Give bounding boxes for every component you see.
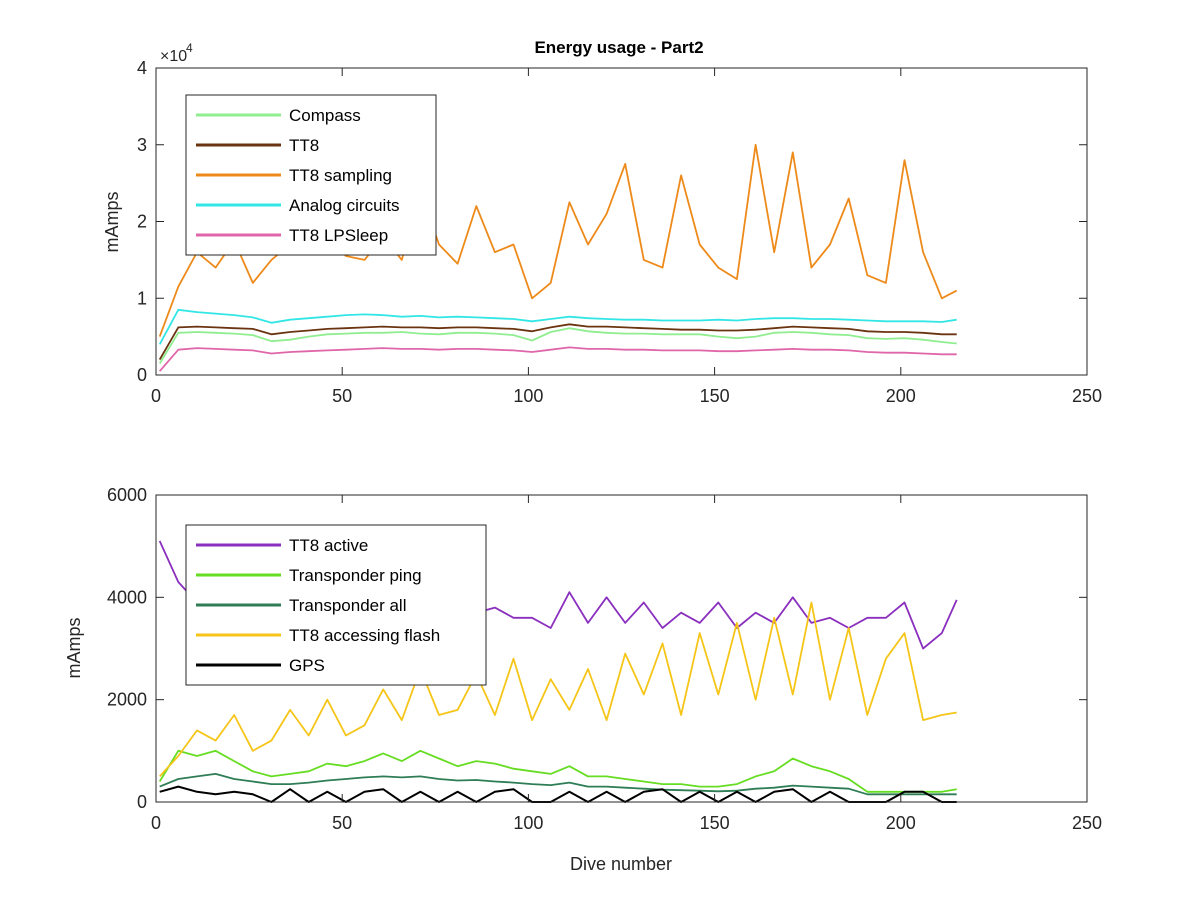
legend-label: TT8 accessing flash <box>289 626 440 645</box>
series-line-3 <box>159 601 957 778</box>
ticks-layer: 0 50 100 150 200 250 0 1 2 3 4 <box>137 58 1102 406</box>
x-tick-label: 250 <box>1072 813 1102 833</box>
legend-label: TT8 sampling <box>289 166 392 185</box>
ticks-layer: 0 50 100 150 200 250 0 2000 4000 6000 <box>107 485 1102 833</box>
legend-label: Transponder ping <box>289 566 422 585</box>
x-tick-label: 200 <box>886 386 916 406</box>
legend-label: Analog circuits <box>289 196 400 215</box>
legend-label: GPS <box>289 656 325 675</box>
legend: Compass TT8 TT8 sampling Analog circuits TT8… <box>185 94 437 256</box>
x-tick-label: 50 <box>332 386 352 406</box>
legend-label: TT8 active <box>289 536 368 555</box>
y-tick-label: 4000 <box>107 587 147 607</box>
legend-label: TT8 <box>289 136 319 155</box>
x-tick-label: 250 <box>1072 386 1102 406</box>
legend-label: TT8 LPSleep <box>289 226 388 245</box>
legend: TT8 active Transponder ping Transponder al… <box>185 524 487 686</box>
x-tick-label: 150 <box>700 813 730 833</box>
x-axis-label: Dive number <box>570 854 672 874</box>
y-tick-label: 0 <box>137 792 147 812</box>
y-axis-label: mAmps <box>102 191 122 252</box>
axes-box <box>155 494 1088 803</box>
chart-title: Energy usage - Part2 <box>534 38 703 57</box>
y-tick-label: 6000 <box>107 485 147 505</box>
x-tick-label: 50 <box>332 813 352 833</box>
x-tick-label: 150 <box>700 386 730 406</box>
series-line-3 <box>158 308 957 345</box>
y-tick-label: 4 <box>137 58 147 78</box>
exponent-label: ×10 4 <box>160 41 193 65</box>
series-line-1 <box>158 749 957 793</box>
y-tick-label: 0 <box>137 365 147 385</box>
legend-label: Transponder all <box>289 596 407 615</box>
x-tick-label: 100 <box>513 813 543 833</box>
series-line-4 <box>159 346 957 372</box>
series-line-4 <box>159 785 957 803</box>
y-tick-label: 3 <box>137 135 147 155</box>
x-tick-label: 100 <box>513 386 543 406</box>
x-tick-label: 0 <box>151 813 161 833</box>
y-axis-label: mAmps <box>64 617 84 678</box>
bottom-panel: 0 50 100 150 200 250 0 2000 4000 6000 mAmps Dive … <box>64 485 1102 874</box>
top-panel: 0 50 100 150 200 250 0 1 2 3 4 mAmps ×10 4 Compass… <box>102 41 1102 406</box>
x-tick-label: 0 <box>151 386 161 406</box>
legend-label: Compass <box>289 106 361 125</box>
series-line-0 <box>158 327 957 364</box>
x-tick-label: 200 <box>886 813 916 833</box>
exponent-base: ×10 <box>160 48 187 65</box>
exponent-power: 4 <box>186 41 193 55</box>
series-line-2 <box>159 773 957 796</box>
y-tick-label: 2000 <box>107 690 147 710</box>
y-tick-label: 2 <box>137 212 147 232</box>
y-tick-label: 1 <box>137 288 147 308</box>
series-line-1 <box>158 323 957 361</box>
